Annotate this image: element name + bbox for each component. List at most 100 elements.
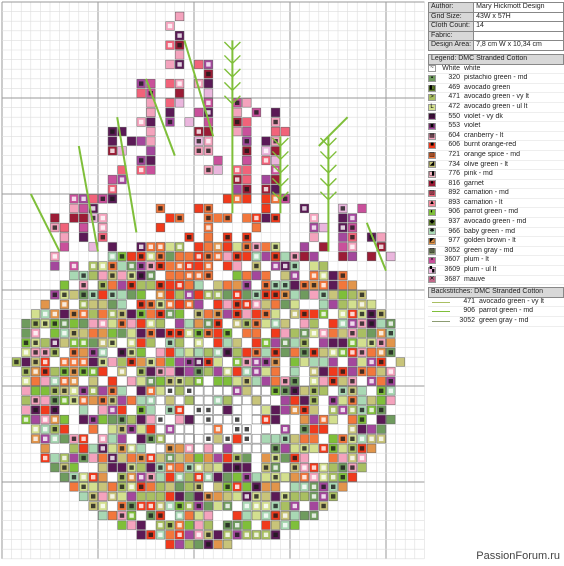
legend-color-name: carnation - lt [464, 198, 503, 206]
backstitch-title: Backstitches: DMC Stranded Cotton [428, 287, 564, 298]
backstitch-color-name: parrot green - md [479, 307, 534, 315]
legend-code: 893 [448, 198, 460, 206]
design-info-key: Design Area: [427, 40, 475, 51]
legend-code: 471 [448, 93, 460, 101]
design-info-key: Author: [427, 2, 475, 13]
legend-list: ~ White white ▪ 320 pistachio green - md ◧ 469 a… [428, 65, 564, 286]
backstitch-color-name: green gray - md [479, 317, 529, 324]
legend-symbol-icon: ▚ [428, 266, 436, 274]
legend-code: 966 [448, 227, 460, 235]
legend-row: ▣ 553 violet [428, 122, 564, 132]
legend-color-name: avocado green - md [464, 218, 527, 226]
legend-code: 472 [448, 102, 460, 110]
legend-row: ◨ 776 pink - md [428, 170, 564, 180]
legend-code: 3687 [444, 275, 460, 283]
legend-color-name: orange spice - md [464, 150, 521, 158]
legend-row: ▲ 893 carnation - lt [428, 199, 564, 209]
design-info-value: 7,8 cm W x 10,34 cm [473, 40, 564, 51]
backstitch-line-icon [432, 320, 450, 322]
legend-row: ▧ 3052 green gray - md [428, 247, 564, 257]
legend-code: 320 [448, 74, 460, 82]
legend-code: 606 [448, 141, 460, 149]
chart-grid [1, 1, 425, 560]
legend-symbol-icon: ▥ [428, 151, 436, 159]
legend-color-name: parrot green - md [464, 208, 519, 216]
legend-symbol-icon: ◧ [428, 84, 436, 92]
design-info-key: Fabric: [427, 30, 475, 42]
design-info-row: Grid Size: 43W x 57H [427, 11, 564, 23]
legend-color-name: plum - ul lt [464, 266, 497, 274]
legend-row: >471 avocado green - vy lt [428, 93, 564, 103]
legend-code: 734 [448, 160, 460, 168]
backstitch-list: 471 avocado green - vy lt 906 parrot green … [428, 298, 564, 327]
cross-stitch-chart [1, 1, 425, 560]
backstitch-stems [29, 40, 387, 272]
legend-color-name: carnation - md [464, 189, 509, 197]
legend-symbol-icon: × [428, 257, 436, 265]
design-info-value: 14 [473, 21, 564, 32]
legend-symbol-icon: ▧ [428, 247, 436, 255]
legend-code: 776 [448, 170, 460, 178]
design-info-value [473, 30, 564, 42]
design-info-key: Grid Size: [427, 11, 475, 23]
backstitch-line-icon [432, 301, 450, 303]
legend-code: 906 [448, 208, 460, 216]
legend-row: ▨ 892 carnation - md [428, 189, 564, 199]
legend-row: ■ 606 burnt orange-red [428, 141, 564, 151]
legend-row: ◧ 469 avocado green [428, 84, 564, 94]
legend-color-name: white [464, 64, 481, 72]
legend-symbol-icon: ▤ [428, 113, 436, 121]
legend-symbol-icon: ▲ [428, 199, 436, 207]
legend-color-name: mauve [464, 275, 486, 283]
legend-code: 816 [448, 179, 460, 187]
legend-symbol-icon: ◪ [428, 161, 436, 169]
legend-code: 3609 [444, 266, 460, 274]
legend-color-name: violet [464, 122, 481, 130]
legend-symbol-icon: ◐ [428, 209, 436, 217]
legend-color-name: golden brown - lt [464, 237, 516, 245]
legend-code: 604 [448, 131, 460, 139]
backstitch-code: 471 [463, 297, 475, 305]
design-info-row: Design Area: 7,8 cm W x 10,34 cm [427, 40, 564, 51]
legend-row: ◐ 906 parrot green - md [428, 208, 564, 219]
legend-code: 469 [448, 83, 460, 91]
legend-row: ◆ 937 avocado green - md [428, 218, 564, 228]
legend-row: ▤ 550 violet - vy dk [428, 113, 564, 123]
backstitch-row: 3052 green gray - md [428, 317, 564, 327]
design-info-row: Cloth Count: 14 [427, 21, 564, 32]
legend-code: 937 [448, 218, 460, 226]
legend-code: 3607 [444, 256, 460, 264]
legend-symbol-icon: ▨ [428, 190, 436, 198]
legend-symbol-icon: ~ [428, 65, 436, 73]
legend-color-name: avocado green - vy lt [464, 93, 529, 101]
backstitch-line-icon [432, 311, 450, 313]
backstitch-color-name: avocado green - vy lt [479, 297, 544, 305]
legend-symbol-icon: > [428, 94, 436, 102]
legend-row: ◪ 734 olive green - lt [428, 161, 564, 171]
legend-code: 977 [448, 237, 460, 245]
legend-row: ▥ 721 orange spice - md [428, 151, 564, 161]
design-info-table: Author: Mary Hickmott Design Grid Size: 43W… [427, 2, 564, 51]
legend-row: ✱ 966 baby green - md [428, 228, 564, 238]
legend-symbol-icon: ■ [428, 142, 436, 150]
legend-color-name: pink - md [464, 170, 493, 178]
legend-color-name: cranberry - lt [464, 131, 504, 139]
legend-symbol-icon: ✕ [428, 276, 436, 284]
legend-color-name: pistachio green - md [464, 74, 528, 82]
legend-color-name: avocado green [464, 83, 511, 91]
legend-code: 550 [448, 112, 460, 120]
legend-symbol-icon: L [428, 103, 436, 111]
legend-title: Legend: DMC Stranded Cotton [428, 53, 564, 65]
legend-symbol-icon: ▪ [428, 74, 436, 82]
legend-symbol-icon: ◆ [428, 218, 436, 226]
legend-row: ~ White white [428, 65, 564, 75]
backstitch-row: 471 avocado green - vy lt [428, 298, 564, 308]
legend-code: 892 [448, 189, 460, 197]
legend-symbol-icon: ● [428, 180, 436, 188]
legend-color-name: garnet [464, 179, 484, 187]
legend-row: ✕ 3687 mauve [428, 276, 564, 286]
legend-color-name: avocado green - ul lt [464, 102, 528, 110]
legend-row: L 472 avocado green - ul lt [428, 103, 564, 113]
design-info-row: Fabric: [427, 30, 564, 42]
legend-code: 553 [448, 122, 460, 130]
